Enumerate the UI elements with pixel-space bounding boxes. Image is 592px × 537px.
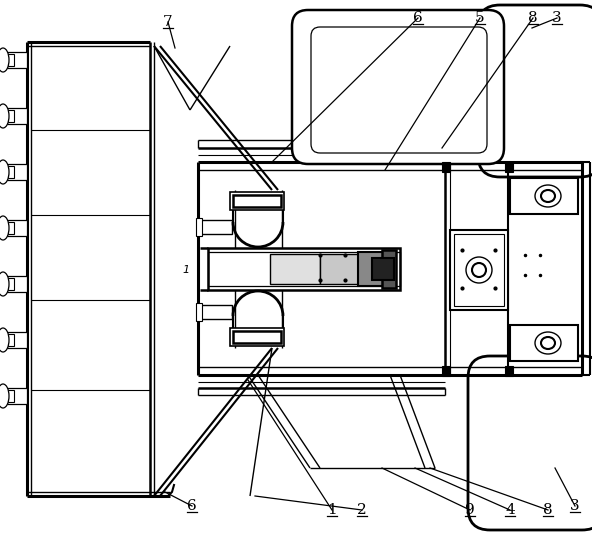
Ellipse shape: [0, 216, 9, 240]
Bar: [8, 334, 14, 346]
Bar: [505, 162, 513, 172]
Text: 3: 3: [552, 11, 562, 25]
Text: 8: 8: [528, 11, 538, 25]
Ellipse shape: [535, 332, 561, 354]
Bar: [233, 331, 281, 343]
Bar: [233, 195, 281, 207]
Bar: [8, 110, 14, 122]
Bar: [450, 230, 508, 310]
Text: 1: 1: [327, 503, 337, 517]
Bar: [8, 54, 14, 66]
Ellipse shape: [541, 190, 555, 202]
Bar: [270, 254, 320, 284]
Ellipse shape: [0, 272, 9, 296]
Text: 3: 3: [570, 499, 580, 513]
Ellipse shape: [472, 263, 486, 277]
FancyBboxPatch shape: [311, 27, 487, 153]
Ellipse shape: [0, 104, 9, 128]
Bar: [198, 220, 232, 234]
Text: 1: 1: [182, 265, 189, 275]
Bar: [7, 108, 27, 124]
Bar: [230, 328, 284, 346]
Bar: [358, 252, 383, 286]
Bar: [8, 222, 14, 234]
FancyBboxPatch shape: [478, 5, 592, 177]
Ellipse shape: [0, 48, 9, 72]
Bar: [230, 192, 284, 210]
Bar: [208, 248, 400, 290]
Bar: [7, 52, 27, 68]
Text: 5: 5: [475, 11, 485, 25]
Ellipse shape: [535, 185, 561, 207]
Bar: [7, 220, 27, 236]
Ellipse shape: [0, 384, 9, 408]
Bar: [505, 366, 513, 376]
Bar: [196, 303, 202, 321]
Bar: [372, 258, 394, 280]
Bar: [7, 388, 27, 404]
Ellipse shape: [541, 337, 555, 349]
Bar: [382, 250, 396, 288]
FancyBboxPatch shape: [292, 10, 504, 164]
Bar: [8, 166, 14, 178]
FancyBboxPatch shape: [468, 356, 592, 530]
Text: 4: 4: [505, 503, 515, 517]
Text: 7: 7: [163, 15, 173, 29]
Text: 6: 6: [413, 11, 423, 25]
Bar: [442, 366, 450, 376]
Bar: [510, 325, 578, 361]
Text: 8: 8: [543, 503, 553, 517]
Bar: [7, 332, 27, 348]
Bar: [454, 234, 504, 306]
Bar: [196, 218, 202, 236]
Bar: [8, 278, 14, 290]
Text: 2: 2: [357, 503, 367, 517]
Bar: [8, 390, 14, 402]
Bar: [510, 178, 578, 214]
Bar: [7, 276, 27, 292]
Bar: [198, 305, 232, 319]
Ellipse shape: [466, 257, 492, 283]
Text: 9: 9: [465, 503, 475, 517]
Bar: [7, 164, 27, 180]
Text: 6: 6: [187, 499, 197, 513]
Ellipse shape: [0, 160, 9, 184]
Bar: [320, 254, 360, 284]
Ellipse shape: [0, 328, 9, 352]
Bar: [442, 162, 450, 172]
Bar: [208, 252, 400, 286]
